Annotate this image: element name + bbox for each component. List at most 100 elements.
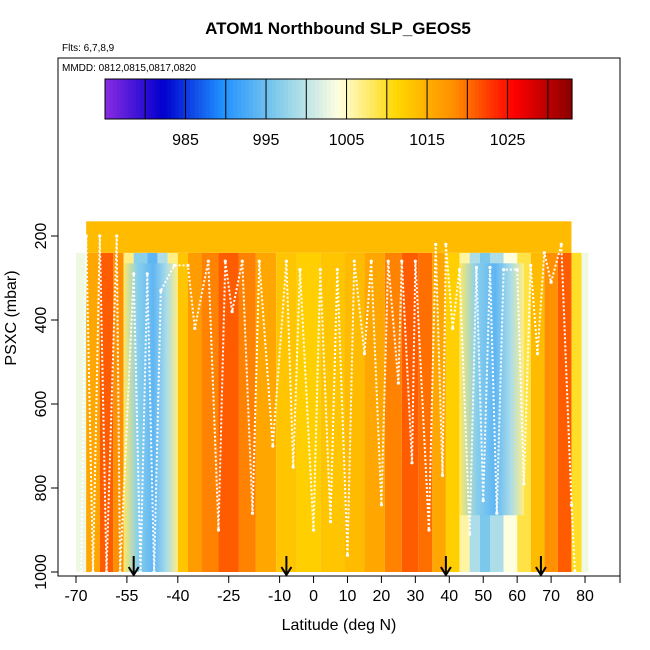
flight-track-point [468,532,472,536]
colorbar-tick-label: 995 [253,132,280,149]
heat-cap-row [86,221,572,253]
colorbar-swatch [517,79,523,119]
colorbar-swatch [307,79,312,119]
flight-track-point [186,263,190,267]
colorbar-swatch [385,79,390,119]
colorbar-swatch [357,79,363,119]
arrow-marker-head [127,566,140,577]
flight-track-point [400,259,404,263]
colorbar-tick-label: 1015 [409,132,445,149]
colorbar-swatch [377,79,382,119]
colorbar-swatch [568,79,573,119]
colorbar-swatch [396,79,402,119]
colorbar-swatch [443,79,449,119]
x-axis: -70 -55 -40 -25 -10 0 10 20 30 40 50 60 70 80 [64,575,621,605]
colorbar-swatch [455,79,460,119]
colorbar-swatch [420,79,425,119]
colorbar-swatch [478,79,484,119]
colorbar-swatch [311,79,316,119]
colorbar-swatch [108,79,114,119]
flight-track-point [451,326,455,330]
heat-column [187,252,202,573]
flight-track [79,234,577,574]
heat-column [445,252,460,573]
flight-track-point [115,234,119,238]
flight-track-point [152,570,156,574]
flight-track-point [474,265,479,270]
colorbar-swatch [252,79,258,119]
colorbar-swatch [365,79,371,119]
colorbar-swatch [143,79,149,119]
x-tick-label: 30 [406,588,424,605]
colorbar-swatch [151,79,157,119]
x-tick-label: -25 [217,588,240,605]
x-tick-label: 80 [576,588,594,605]
flight-track-point [345,553,350,557]
colorbar-swatch [330,79,336,119]
colorbar-swatch [190,79,196,119]
heat-column [86,252,100,573]
colorbar-swatch [447,79,452,119]
colorbar-swatch [112,79,118,119]
colorbar-swatch [159,79,164,119]
colorbar-swatch [435,79,441,119]
colorbar-swatch [529,79,534,119]
colorbar-swatch [256,79,262,119]
colorbar-swatch [248,79,254,119]
y-tick-label: 800 [33,475,50,502]
colorbar-swatch [439,79,445,119]
colorbar-swatch [338,79,343,119]
colorbar-swatch [482,79,487,119]
colorbar-swatch [225,79,231,119]
flight-track-point [440,473,445,477]
colorbar-swatch [490,79,495,119]
flight-track-point [369,259,373,263]
colorbar-swatch [498,79,503,119]
flight-track-point [138,570,143,574]
colorbar-swatch [408,79,414,119]
colorbar-swatch [178,79,184,119]
colorbar-swatch [548,79,554,119]
colorbar-swatch [319,79,324,119]
flight-track-point [298,268,302,272]
flight-track-point [549,280,553,284]
x-tick-label: 40 [440,588,458,605]
colorbar-swatch [198,79,203,119]
arrow-marker-head [535,566,547,577]
y-axis: 200 400 600 800 1000 [33,223,58,590]
y-tick-label: 600 [33,391,50,418]
flight-track-point [132,272,136,276]
colorbar-swatch [564,79,569,119]
flight-track-point [311,528,316,532]
flight-track-point [250,511,255,515]
colorbar-swatch [128,79,133,119]
colorbar-swatch [354,79,359,119]
heat-column [320,252,345,573]
colorbar-swatch [322,79,328,119]
colorbar-swatch [175,79,180,119]
colorbar-swatch [342,79,347,119]
x-tick-label: -55 [115,588,138,605]
arrow-markers [127,556,547,577]
colorbar-swatch [463,79,468,119]
y-tick-label: 400 [33,307,50,334]
flight-track-point [206,259,210,263]
colorbar-swatch [416,79,421,119]
colorbar-swatch [241,79,246,119]
flight-track-point [271,444,275,448]
colorbar-swatch [186,79,192,119]
flight-track-point [444,242,448,246]
colorbar-swatch [124,79,129,119]
colorbar-swatch [369,79,375,119]
colorbar-swatch [194,79,199,119]
x-tick-label: 70 [542,588,560,605]
colorbar-swatch [404,79,410,119]
flight-track-point [104,570,109,574]
flight-track-point [573,570,577,574]
colorbar-swatch [202,79,207,119]
colorbar-swatch [536,79,542,119]
colorbar-swatch [525,79,530,119]
colorbar-swatch [264,79,270,119]
x-tick-label: -40 [166,588,189,605]
colorbar-swatch [560,79,565,119]
